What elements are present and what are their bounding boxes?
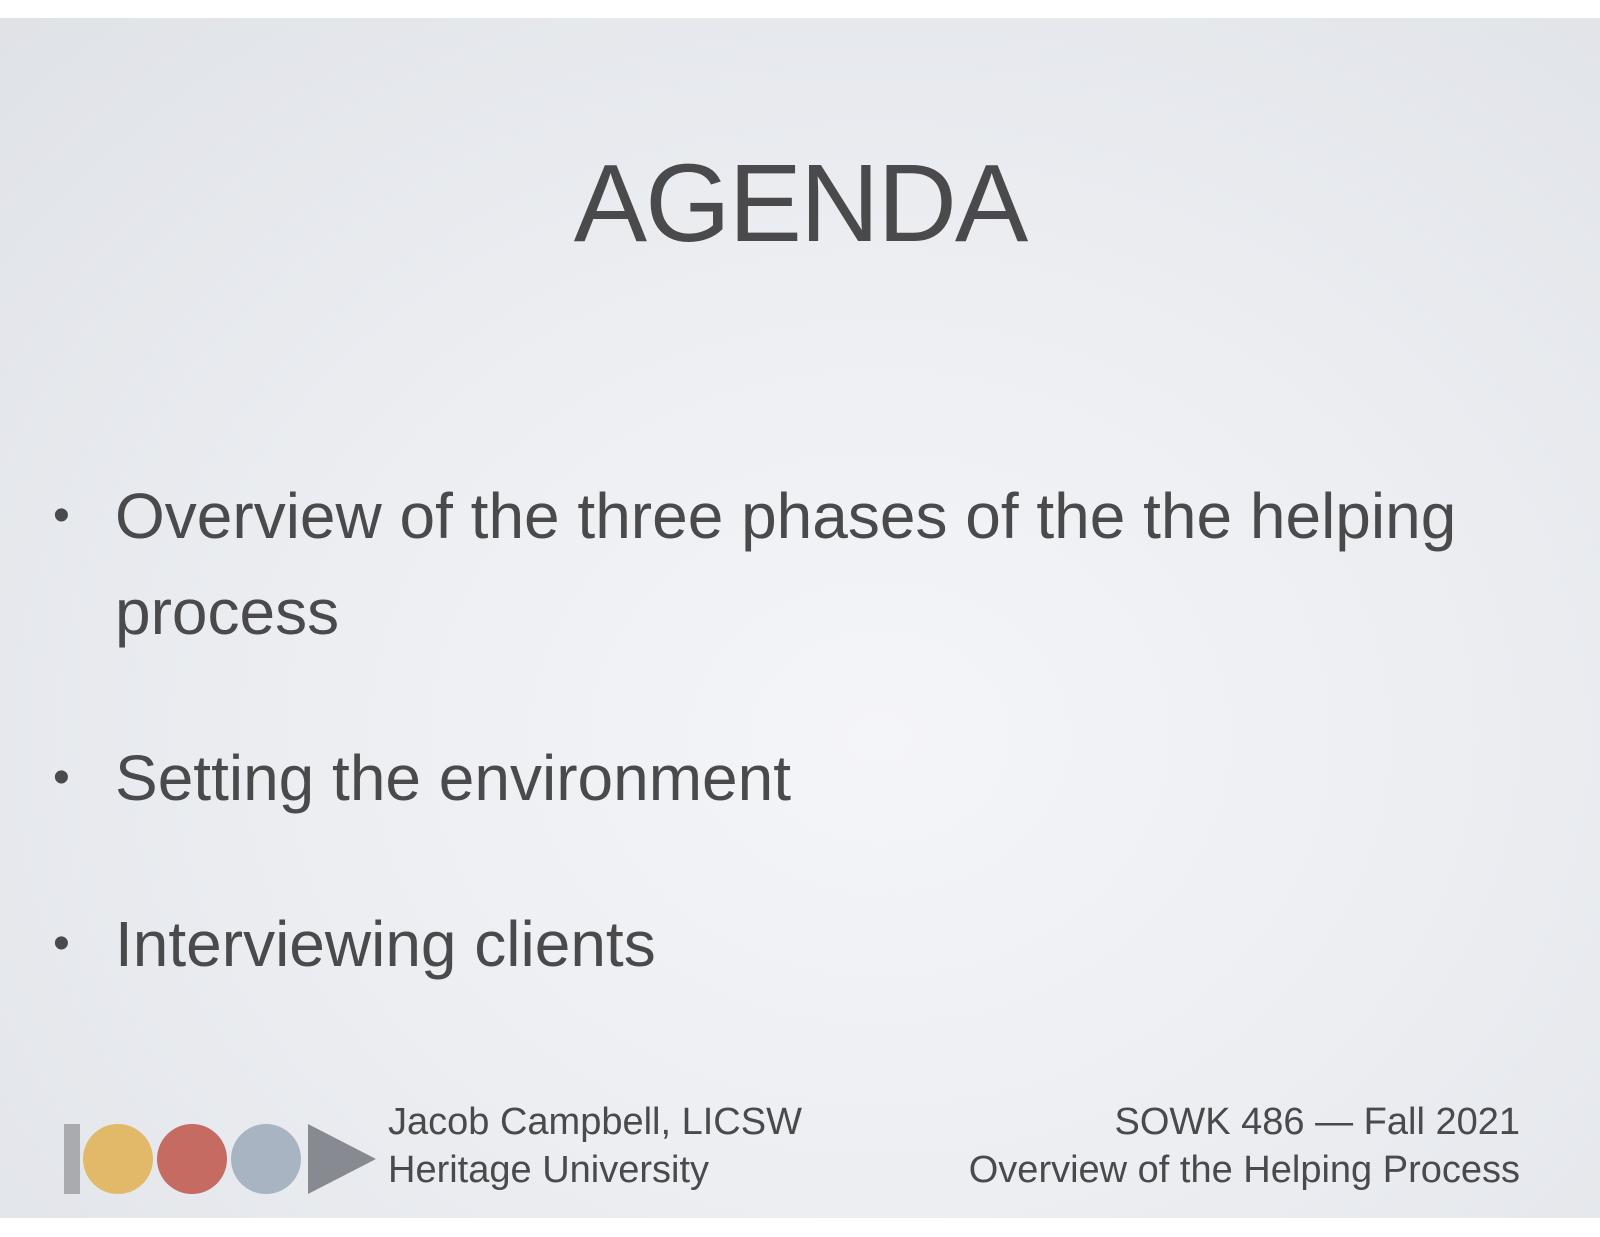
logo-triangle: [308, 1124, 376, 1194]
footer-course: SOWK 486 — Fall 2021: [1114, 1101, 1520, 1143]
agenda-item-text: Setting the environment: [115, 742, 791, 814]
agenda-item-text: Overview of the three phases of the the …: [115, 480, 1457, 648]
slide-title: AGENDA: [573, 142, 1029, 265]
bullet-icon: •: [53, 917, 70, 970]
bullet-icon: •: [53, 489, 70, 542]
agenda-item: • Interviewing clients: [53, 896, 1555, 992]
agenda-item: • Setting the environment: [53, 730, 1555, 826]
footer-course-block: SOWK 486 — Fall 2021 Overview of the Hel…: [969, 1098, 1520, 1194]
logo-circle-blue: [231, 1124, 301, 1194]
logo-circle-red: [157, 1124, 227, 1194]
logo-bar: [64, 1124, 80, 1194]
footer-author-block: Jacob Campbell, LICSW Heritage Universit…: [388, 1098, 802, 1194]
heritage-logo-icon: [64, 1124, 376, 1194]
footer-author: Jacob Campbell, LICSW: [388, 1101, 802, 1143]
slide: AGENDA • Overview of the three phases of…: [0, 18, 1600, 1218]
agenda-item-text: Interviewing clients: [115, 908, 656, 980]
bullet-icon: •: [53, 751, 70, 804]
footer-institution: Heritage University: [388, 1149, 709, 1191]
agenda-list: • Overview of the three phases of the th…: [0, 18, 1600, 1218]
logo-circle-gold: [83, 1124, 153, 1194]
footer-lecture: Overview of the Helping Process: [968, 1149, 1520, 1191]
agenda-item: • Overview of the three phases of the th…: [53, 468, 1555, 660]
